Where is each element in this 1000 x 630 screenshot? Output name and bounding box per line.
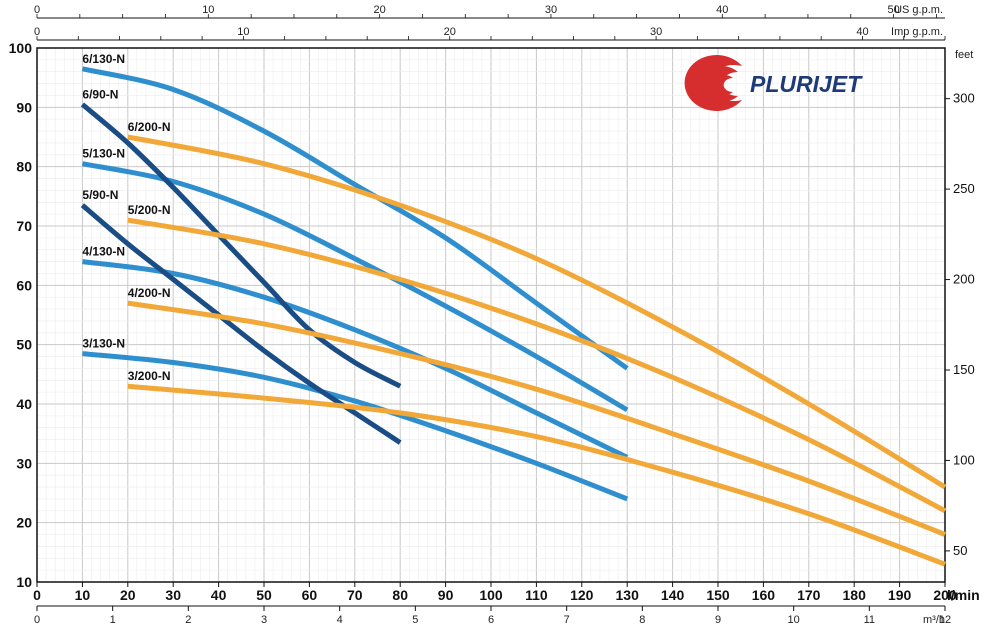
x-m3h-tick-label: 11	[864, 614, 875, 626]
series-curve-4-130-n	[82, 259, 629, 460]
series-label-3-130-n: 3/130-N	[82, 337, 125, 351]
x-tick-label: 180	[843, 587, 867, 603]
axes: 10203040506070809010050100150200250300fe…	[9, 4, 980, 626]
x-impgpm-tick-label: 20	[444, 26, 456, 38]
x-tick-label: 110	[525, 587, 548, 603]
x-usgpm-tick-label: 10	[202, 4, 214, 16]
y-feet-tick-label: 100	[953, 452, 975, 467]
plurijet-logo: PLURIJET	[684, 55, 863, 111]
x-m3h-tick-label: 9	[715, 614, 721, 626]
y-tick-label: 70	[16, 218, 32, 234]
x-tick-label: 190	[888, 587, 912, 603]
logo-wordmark: PLURIJET	[750, 71, 863, 97]
series-curves	[80, 66, 947, 567]
x-m3h-tick-label: 1	[110, 614, 116, 626]
series-label-5-90-n: 5/90-N	[82, 188, 118, 202]
series-labels: 6/130-N 5/130-N 4/130-N 3/130-N 6/90-N 5/90-N…	[82, 52, 170, 383]
grid	[36, 47, 946, 583]
x-tick-label: 80	[392, 587, 408, 603]
x-tick-label: 170	[797, 587, 821, 603]
y-tick-label: 60	[16, 277, 32, 293]
series-curve-3-130-n	[82, 351, 629, 502]
series-curve-3-200-n	[127, 383, 946, 567]
series-label-5-200-n: 5/200-N	[128, 203, 171, 217]
x-tick-label: 10	[75, 587, 91, 603]
x-tick-label: 120	[570, 587, 594, 603]
x-impgpm-tick-label: 30	[650, 26, 662, 38]
series-label-4-130-n: 4/130-N	[82, 245, 125, 259]
series-label-6-90-n: 6/90-N	[82, 87, 118, 101]
y-tick-label: 10	[16, 574, 32, 590]
y-feet-tick-label: 150	[953, 362, 975, 377]
x-impgpm-tick-label: 0	[34, 26, 40, 38]
x-impgpm-tick-label: 40	[856, 26, 868, 38]
x-tick-label: 60	[302, 587, 318, 603]
x-tick-label: 200	[933, 587, 957, 603]
x-tick-label: 50	[256, 587, 272, 603]
series-curve-5-200-n	[127, 217, 947, 514]
y-tick-label: 90	[16, 99, 32, 115]
x-m3h-tick-label: 8	[639, 614, 645, 626]
x-m3h-tick-label: 3	[261, 614, 267, 626]
x-usgpm-tick-label: 50	[887, 4, 899, 16]
x-tick-label: 130	[616, 587, 640, 603]
series-label-4-200-n: 4/200-N	[128, 286, 171, 300]
series-curve-6-200-n	[127, 134, 947, 490]
y-feet-tick-label: 300	[953, 91, 975, 106]
y-tick-label: 40	[16, 396, 32, 412]
x-m3h-tick-label: 4	[337, 614, 343, 626]
x-m3h-tick-label: 2	[185, 614, 191, 626]
x-tick-label: 40	[211, 587, 227, 603]
y-tick-label: 50	[16, 337, 32, 353]
x-tick-label: 70	[347, 587, 363, 603]
x-m3h-tick-label: 7	[564, 614, 570, 626]
x-tick-label: 140	[661, 587, 685, 603]
x-axis-flow-unit: l/min	[947, 587, 980, 603]
x-tick-label: 0	[33, 587, 41, 603]
y-axis-feet-unit: feet	[955, 49, 973, 61]
x-usgpm-tick-label: 30	[545, 4, 557, 16]
x-tick-label: 100	[479, 587, 503, 603]
y-tick-label: 80	[16, 159, 32, 175]
x-tick-label: 160	[752, 587, 776, 603]
series-curve-6-90-n	[80, 102, 402, 389]
x-impgpm-tick-label: 10	[237, 26, 249, 38]
x-usgpm-tick-label: 0	[34, 4, 40, 16]
x-tick-label: 90	[438, 587, 454, 603]
logo-swoosh-icon	[684, 55, 742, 111]
y-feet-tick-label: 200	[953, 272, 975, 287]
x-tick-label: 30	[165, 587, 181, 603]
y-tick-label: 20	[16, 515, 32, 531]
series-curve-5-130-n	[81, 161, 629, 413]
series-label-3-200-n: 3/200-N	[128, 369, 171, 383]
y-tick-label: 100	[9, 40, 33, 56]
x-tick-label: 150	[706, 587, 730, 603]
y-tick-label: 30	[16, 455, 32, 471]
series-label-5-130-n: 5/130-N	[82, 147, 125, 161]
series-curve-6-130-n	[81, 66, 629, 371]
x-m3h-tick-label: 5	[412, 614, 418, 626]
series-curve-5-90-n	[80, 203, 402, 445]
x-axis-usgpm-unit: US g.p.m.	[894, 4, 943, 16]
x-usgpm-tick-label: 40	[716, 4, 728, 16]
x-axis-impgpm-unit: Imp g.p.m.	[891, 26, 943, 38]
x-tick-label: 20	[120, 587, 136, 603]
x-m3h-tick-label: 0	[34, 614, 40, 626]
series-label-6-130-n: 6/130-N	[82, 52, 125, 66]
x-m3h-tick-label: 6	[488, 614, 494, 626]
series-curve-4-200-n	[127, 300, 946, 537]
x-m3h-tick-label: 10	[788, 614, 800, 626]
x-usgpm-tick-label: 20	[374, 4, 386, 16]
y-feet-tick-label: 250	[953, 181, 975, 196]
series-label-6-200-n: 6/200-N	[128, 120, 171, 134]
x-m3h-tick-label: 12	[939, 614, 951, 626]
y-feet-tick-label: 50	[953, 543, 967, 558]
x-axis-m3h-unit: m³/h	[923, 614, 945, 626]
